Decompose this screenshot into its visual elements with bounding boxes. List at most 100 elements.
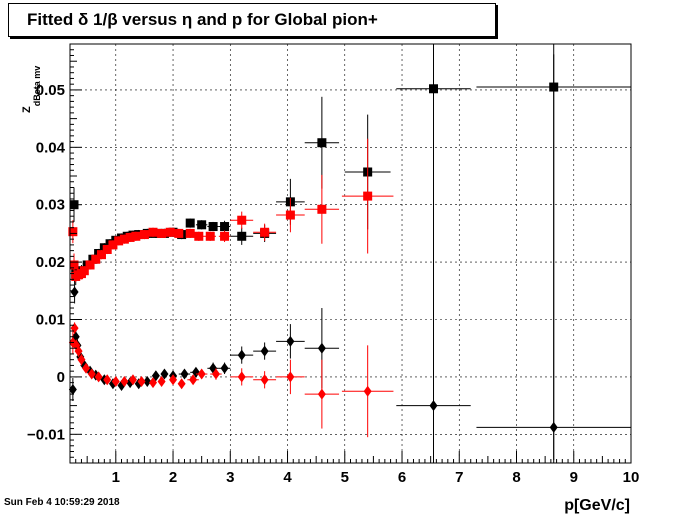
marker-square (157, 228, 167, 238)
marker-square (194, 231, 204, 241)
x-tick-label: 10 (623, 469, 640, 486)
marker-diamond (317, 342, 326, 354)
marker-diamond (260, 374, 269, 386)
marker-diamond (77, 354, 86, 366)
marker-square (68, 227, 78, 237)
y-axis-label-group: ZdBeta mv (21, 66, 42, 113)
marker-square (96, 250, 106, 260)
x-tick-label: 3 (226, 469, 234, 486)
x-tick-label: 2 (169, 469, 177, 486)
marker-diamond (137, 375, 146, 387)
marker-diamond (363, 385, 372, 397)
marker-diamond (87, 368, 96, 380)
y-tick-label: 0.02 (36, 254, 65, 271)
x-tick-label: 5 (341, 469, 349, 486)
marker-square (119, 234, 129, 244)
series-red-diamond (68, 322, 394, 438)
marker-square (185, 218, 195, 228)
y-tick-label: 0 (57, 369, 65, 386)
marker-square (317, 138, 327, 148)
marker-diamond (70, 286, 79, 298)
marker-diamond (237, 371, 246, 383)
marker-diamond (70, 322, 79, 334)
marker-diamond (286, 335, 295, 347)
marker-diamond (286, 371, 295, 383)
y-tick-label: 0.01 (36, 312, 65, 329)
series-red-square (68, 138, 394, 283)
marker-diamond (120, 375, 129, 387)
marker-diamond (180, 368, 189, 380)
marker-diamond (68, 384, 77, 396)
marker-diamond (157, 375, 166, 387)
marker-square (114, 236, 124, 246)
marker-diamond (191, 366, 200, 378)
marker-diamond (149, 377, 158, 389)
marker-square (91, 254, 101, 264)
x-tick-label: 4 (283, 469, 292, 486)
grid (70, 44, 632, 463)
marker-diamond (220, 362, 229, 374)
marker-square (220, 231, 230, 241)
marker-square (205, 231, 215, 241)
marker-square (174, 228, 184, 238)
x-axis-label: p[GeV/c] (564, 497, 630, 514)
marker-square (185, 228, 195, 238)
y-tick-label: 0.04 (36, 139, 66, 156)
x-tick-label: 6 (398, 469, 406, 486)
marker-square (363, 191, 373, 201)
marker-diamond (111, 375, 120, 387)
marker-square (285, 210, 295, 220)
marker-diamond (128, 374, 137, 386)
timestamp: Sun Feb 4 10:59:29 2018 (4, 497, 120, 508)
marker-diamond (197, 368, 206, 380)
y-axis-label-main: Z (21, 106, 33, 113)
marker-diamond (189, 374, 198, 386)
marker-diamond (211, 368, 220, 380)
marker-diamond (317, 388, 326, 400)
marker-square (108, 240, 118, 250)
marker-square (125, 232, 135, 242)
marker-square (148, 227, 158, 237)
marker-diamond (260, 345, 269, 357)
marker-square (69, 260, 79, 270)
series-black-square (69, 44, 631, 462)
marker-square (139, 230, 149, 240)
marker-square (102, 244, 112, 254)
marker-square (317, 204, 327, 214)
marker-diamond (160, 368, 169, 380)
series-black-diamond (68, 44, 631, 463)
marker-square (197, 220, 207, 230)
marker-square (131, 231, 141, 241)
marker-square (79, 266, 89, 276)
marker-square (260, 227, 270, 237)
marker-square (237, 231, 247, 241)
plot-frame (69, 43, 632, 464)
marker-square (165, 227, 175, 237)
marker-diamond (103, 374, 112, 386)
marker-diamond (177, 378, 186, 390)
x-tick-label: 1 (112, 469, 120, 486)
marker-square (208, 222, 218, 232)
y-tick-label: 0.05 (36, 82, 65, 99)
axes: 1 2 3 4 5 6 7 8 9 10 −0.01 0 0.01 0.02 0.03 0.04 0.05 (27, 43, 640, 486)
y-axis-label-sub: dBeta mv (32, 66, 42, 107)
marker-diamond (549, 421, 558, 433)
x-tick-label: 8 (512, 469, 520, 486)
chart-title: Fitted δ 1/β versus η and p for Global p… (8, 3, 496, 37)
marker-diamond (237, 349, 246, 361)
x-tick-label: 7 (455, 469, 463, 486)
marker-diamond (94, 371, 103, 383)
marker-square (85, 260, 95, 270)
marker-square (237, 215, 247, 225)
marker-square (220, 222, 230, 232)
y-tick-label: 0.03 (36, 197, 65, 214)
marker-diamond (169, 374, 178, 386)
marker-diamond (429, 400, 438, 412)
x-tick-label: 9 (570, 469, 578, 486)
y-axis-label: ZdBeta mv (21, 66, 42, 113)
marker-diamond (143, 375, 152, 387)
y-tick-label: −0.01 (27, 426, 65, 443)
marker-diamond (82, 362, 91, 374)
